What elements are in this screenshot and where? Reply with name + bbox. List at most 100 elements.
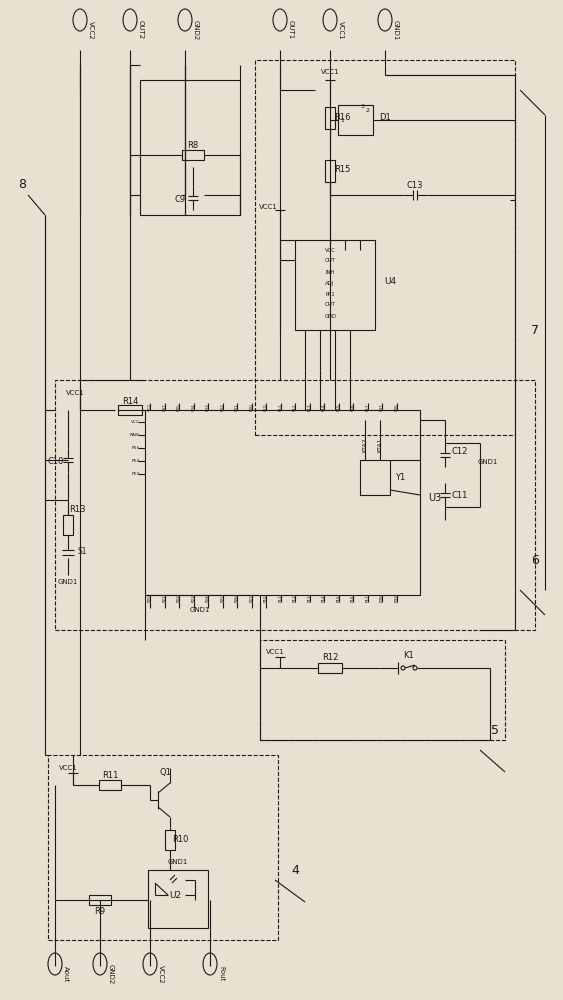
Text: P55: P55 <box>132 446 140 450</box>
Text: GND2: GND2 <box>193 20 199 40</box>
Text: GND: GND <box>325 314 337 318</box>
Text: ADJ: ADJ <box>325 280 334 286</box>
Text: P15: P15 <box>337 594 341 602</box>
Text: OUT: OUT <box>325 302 336 308</box>
Text: GND2: GND2 <box>108 964 114 984</box>
Bar <box>99 780 121 790</box>
Text: XTA1: XTA1 <box>378 437 382 453</box>
Text: U4: U4 <box>384 277 396 286</box>
Text: Fout: Fout <box>218 966 224 982</box>
Text: 2: 2 <box>365 107 369 112</box>
Text: P17: P17 <box>365 403 369 411</box>
Text: D1: D1 <box>379 113 391 122</box>
Text: R9: R9 <box>95 908 106 916</box>
Text: P35: P35 <box>177 403 181 411</box>
Text: INH: INH <box>325 269 334 274</box>
Text: VCC2: VCC2 <box>88 21 94 39</box>
Text: GND1: GND1 <box>393 20 399 40</box>
Bar <box>55 380 535 630</box>
Bar <box>118 405 142 415</box>
Text: R16: R16 <box>334 112 350 121</box>
Bar <box>255 60 515 435</box>
Text: C11: C11 <box>452 490 468 499</box>
Text: 6: 6 <box>531 554 539 566</box>
Text: 7: 7 <box>531 324 539 336</box>
Text: P39: P39 <box>395 594 399 602</box>
Bar <box>148 870 208 928</box>
Text: PA1: PA1 <box>325 292 335 296</box>
Bar <box>140 80 240 215</box>
Bar <box>260 640 505 740</box>
Text: P26: P26 <box>235 594 239 602</box>
Text: P15: P15 <box>337 403 341 411</box>
Text: U3: U3 <box>428 493 441 503</box>
Bar <box>63 515 73 535</box>
Text: RAW: RAW <box>130 433 140 437</box>
Text: VCC: VCC <box>148 403 152 411</box>
Bar <box>48 755 278 940</box>
Text: Q1: Q1 <box>159 768 171 776</box>
Text: R14: R14 <box>122 396 138 406</box>
Text: VCC: VCC <box>131 420 140 424</box>
Text: P14: P14 <box>322 403 326 411</box>
Text: OUT2: OUT2 <box>138 20 144 40</box>
Text: P30: P30 <box>249 403 253 411</box>
Text: P24: P24 <box>206 594 210 602</box>
Bar <box>325 107 335 129</box>
Text: VCC1: VCC1 <box>266 649 284 655</box>
Text: U2: U2 <box>169 890 181 900</box>
Text: P13: P13 <box>307 594 311 602</box>
Text: C10: C10 <box>48 458 64 466</box>
Text: VCC: VCC <box>325 247 336 252</box>
Text: R15: R15 <box>334 165 350 174</box>
Text: Y1: Y1 <box>395 474 405 483</box>
Bar <box>325 160 335 182</box>
Text: R13: R13 <box>69 506 85 514</box>
Text: P21: P21 <box>163 594 167 602</box>
Text: Aout: Aout <box>63 966 69 982</box>
Text: C12: C12 <box>452 448 468 456</box>
Text: P11: P11 <box>279 403 283 411</box>
Text: 8: 8 <box>18 178 26 192</box>
Text: VCC1: VCC1 <box>59 765 77 771</box>
Text: VCC2: VCC2 <box>158 965 164 983</box>
Text: P22: P22 <box>177 594 181 602</box>
Text: R10: R10 <box>172 836 188 844</box>
Text: OUT: OUT <box>325 258 336 263</box>
Bar <box>338 105 373 135</box>
Text: P25: P25 <box>221 594 225 602</box>
Text: R8: R8 <box>187 140 199 149</box>
Text: P54: P54 <box>132 459 140 463</box>
Text: P34: P34 <box>191 403 195 411</box>
Bar <box>182 150 204 160</box>
Text: GND1: GND1 <box>190 607 210 613</box>
Text: P23: P23 <box>191 594 195 602</box>
Text: P36: P36 <box>395 403 399 411</box>
Text: VCC1: VCC1 <box>320 69 339 75</box>
Text: P32: P32 <box>221 403 225 411</box>
Text: P37: P37 <box>380 403 384 411</box>
Text: P14: P14 <box>322 594 326 602</box>
Text: P11: P11 <box>279 594 283 602</box>
Text: S1: S1 <box>77 548 87 556</box>
Bar <box>360 460 390 495</box>
Text: P53: P53 <box>132 472 140 476</box>
Text: P16: P16 <box>351 403 355 411</box>
Text: C9: C9 <box>175 196 186 205</box>
Text: GND1: GND1 <box>478 459 498 465</box>
Bar <box>165 830 175 850</box>
Text: GND1: GND1 <box>58 579 78 585</box>
Text: VCC1: VCC1 <box>66 390 84 396</box>
Text: R12: R12 <box>322 654 338 662</box>
Text: P13: P13 <box>307 403 311 411</box>
Text: P31: P31 <box>235 403 239 411</box>
Text: P16: P16 <box>351 594 355 602</box>
Text: 5: 5 <box>491 724 499 736</box>
Text: P12: P12 <box>293 403 297 411</box>
Text: K1: K1 <box>403 652 413 660</box>
Text: VCC1: VCC1 <box>258 204 278 210</box>
Text: GND1: GND1 <box>168 859 188 865</box>
Bar <box>295 240 375 330</box>
Text: VCC1: VCC1 <box>338 21 344 39</box>
Text: XTA2: XTA2 <box>363 437 368 453</box>
